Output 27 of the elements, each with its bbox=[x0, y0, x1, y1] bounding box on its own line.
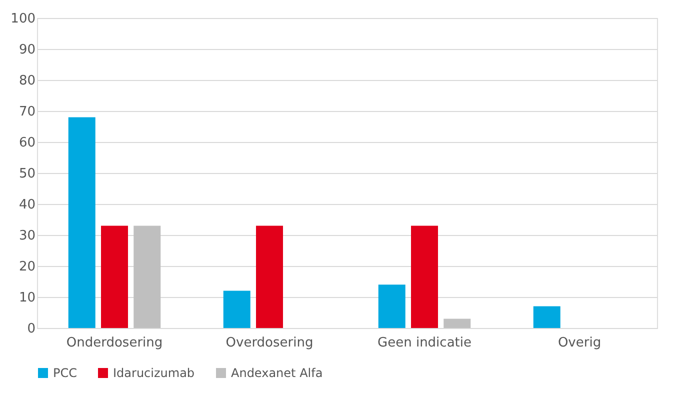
y-tick-label: 80 bbox=[18, 74, 36, 88]
bar bbox=[223, 290, 250, 328]
x-tick-label: Overig bbox=[558, 336, 602, 350]
bar bbox=[378, 284, 406, 328]
y-tick-label: 0 bbox=[27, 322, 36, 336]
y-tick-label: 30 bbox=[18, 228, 36, 244]
y-tick-label: 10 bbox=[18, 290, 36, 306]
legend-label: Andexanet Alfa bbox=[231, 366, 323, 380]
bar bbox=[444, 318, 471, 328]
y-tick-label: 60 bbox=[18, 136, 36, 150]
y-tick-label: 90 bbox=[18, 42, 36, 58]
legend-label: Idarucizumab bbox=[113, 366, 195, 380]
legend-label: PCC bbox=[53, 366, 77, 380]
bar bbox=[411, 226, 438, 328]
x-tick-label: Geen indicatie bbox=[378, 336, 472, 350]
y-tick-label: 70 bbox=[18, 104, 36, 120]
bar bbox=[256, 226, 283, 328]
y-tick-label: 50 bbox=[18, 166, 36, 182]
x-tick-label: Overdosering bbox=[226, 336, 314, 350]
y-tick-label: 20 bbox=[18, 260, 36, 274]
bar bbox=[68, 117, 96, 328]
x-tick-label: Onderdosering bbox=[66, 336, 163, 350]
bar bbox=[101, 226, 128, 328]
y-tick-label: 40 bbox=[18, 198, 36, 212]
bar bbox=[134, 226, 161, 328]
y-tick-label: 100 bbox=[10, 12, 36, 26]
bar bbox=[533, 306, 560, 328]
